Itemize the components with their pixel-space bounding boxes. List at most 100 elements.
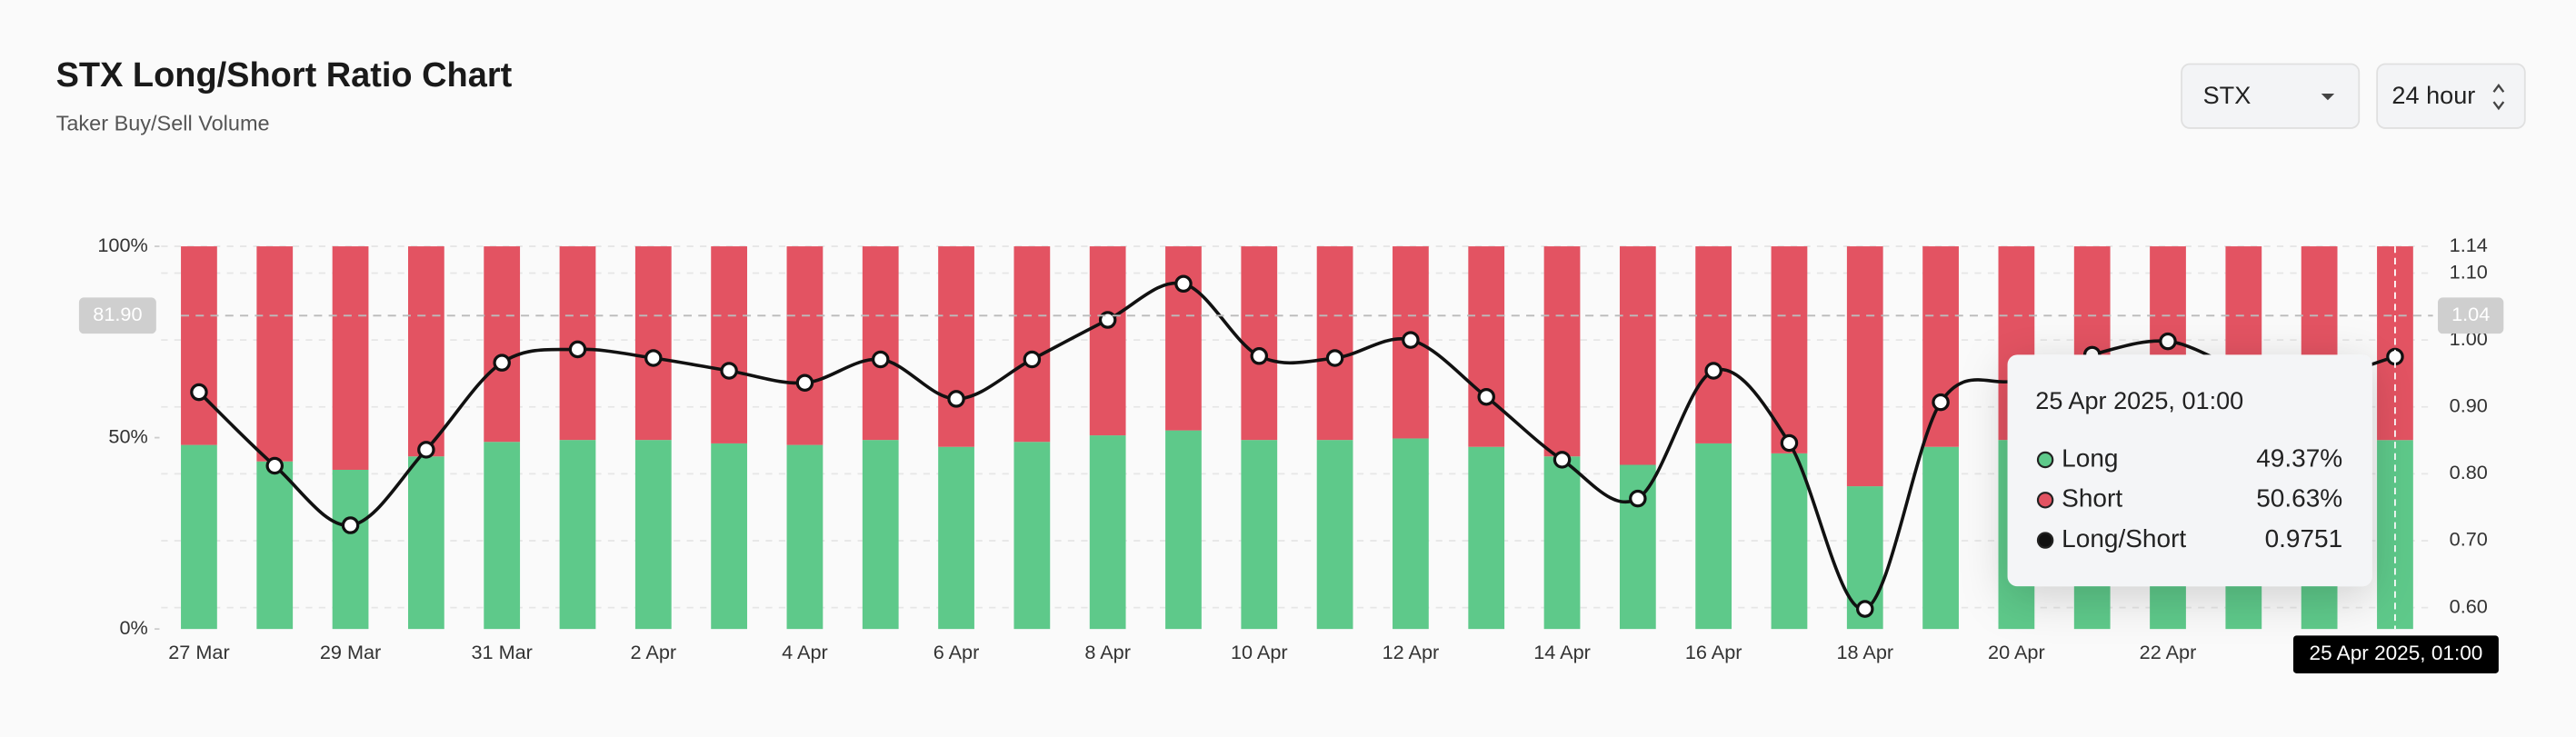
ratio-point — [795, 373, 814, 393]
x-tick-label: 27 Mar — [168, 641, 229, 663]
tooltip-swatch — [2036, 532, 2054, 549]
bar-segment — [484, 246, 521, 443]
ratio-point — [1402, 331, 1420, 349]
ratio-point — [1023, 350, 1042, 369]
ratio-point — [417, 441, 435, 459]
bar-segment — [332, 246, 369, 470]
bar-segment — [256, 461, 294, 630]
bar-segment — [1543, 456, 1581, 630]
bar-segment — [1165, 246, 1202, 431]
stepper-arrows — [2492, 84, 2505, 111]
select-box[interactable] — [2376, 63, 2526, 129]
ratio-point — [341, 516, 360, 534]
select-value[interactable]: STX — [2203, 81, 2252, 109]
x-tick-label: 16 Apr — [1685, 641, 1742, 663]
tooltip-swatch — [2036, 492, 2054, 509]
bar-segment — [1468, 246, 1505, 447]
ratio-point — [2159, 332, 2177, 351]
x-tick-label: 29 Mar — [320, 641, 381, 663]
bar-segment — [1922, 446, 1959, 630]
ratio-point — [1098, 311, 1117, 329]
y2-tick-label: 0.90 — [2450, 393, 2488, 416]
bar-segment — [938, 446, 974, 630]
bar-segment — [1771, 453, 1808, 630]
bar-segment — [862, 440, 899, 630]
select-box[interactable] — [2181, 63, 2361, 129]
tooltip-value: 49.37% — [2256, 443, 2342, 472]
ratio-point — [1553, 451, 1572, 469]
x-tick-label: 6 Apr — [934, 641, 980, 663]
bar-segment — [1695, 246, 1732, 443]
chart-subtitle: Taker Buy/Sell Volume — [56, 112, 270, 135]
x-tick-label: 14 Apr — [1533, 641, 1591, 663]
symbol-select[interactable]: STX — [2181, 63, 2361, 129]
bar-segment — [786, 246, 824, 445]
tooltip-box — [2007, 354, 2372, 587]
x-tick-label: 31 Mar — [471, 641, 532, 663]
bar-segment — [1543, 246, 1581, 457]
ratio-point — [720, 362, 738, 380]
bar-segment — [1619, 464, 1656, 630]
tooltip-name: Long — [2062, 443, 2118, 472]
crosshair-y-badge — [78, 297, 156, 334]
bar-segment — [1165, 430, 1202, 630]
tooltip-value: 0.9751 — [2265, 524, 2343, 553]
dropdown-arrow — [2321, 94, 2335, 101]
ratio-point — [493, 354, 511, 372]
period-select[interactable]: 24 hour — [2376, 63, 2526, 129]
bar-segment — [1922, 246, 1959, 447]
ratio-point — [1477, 387, 1495, 406]
chart-title: STX Long/Short Ratio Chart — [56, 56, 513, 95]
tooltip-title: 25 Apr 2025, 01:00 — [2035, 386, 2243, 414]
ratio-point — [1780, 433, 1799, 453]
bar-segment — [1393, 438, 1429, 630]
bar-segment — [1241, 440, 1278, 630]
bar-segment — [1619, 246, 1656, 465]
crosshair-x-badge — [2292, 635, 2499, 673]
ratio-point — [644, 349, 663, 367]
bar-segment — [181, 246, 217, 445]
bar-segment — [1089, 246, 1126, 436]
x-tick-label: 20 Apr — [1988, 641, 2045, 663]
ratio-point — [871, 350, 890, 369]
bar-segment — [786, 444, 824, 630]
bar-segment — [1468, 446, 1505, 630]
bar-segment — [634, 440, 672, 630]
bar-segment — [1771, 246, 1808, 453]
ratio-point — [1704, 362, 1722, 380]
bar-segment — [407, 246, 444, 457]
ratio-point — [265, 456, 285, 475]
ratio-point — [1174, 274, 1193, 294]
bar-segment — [559, 440, 596, 630]
y2-tick-label: 0.80 — [2450, 461, 2488, 483]
bar-segment — [711, 443, 747, 630]
bar-segment — [332, 469, 369, 630]
bar-segment — [1695, 443, 1732, 630]
bar-segment — [1013, 442, 1051, 630]
bar-segment — [484, 442, 521, 630]
ratio-point — [1250, 347, 1269, 365]
ratio-point — [568, 340, 587, 359]
plot: 0.600.700.800.901.001.101.140%50%100%27 … — [78, 234, 2504, 673]
y-tick-label: 0% — [119, 616, 147, 639]
x-tick-label: 12 Apr — [1383, 641, 1440, 663]
y-tick-label: 100% — [97, 234, 147, 256]
tooltip-name: Long/Short — [2062, 524, 2186, 553]
bar-segment — [256, 246, 294, 462]
bar-segment — [711, 246, 747, 443]
bar-segment — [634, 246, 672, 441]
tooltip-name: Short — [2062, 484, 2122, 513]
ratio-point — [1325, 349, 1344, 367]
bar-segment — [1089, 435, 1126, 630]
tooltip: 25 Apr 2025, 01:00 Long 49.37% Short 50.63% L… — [2007, 354, 2372, 587]
bar-segment — [1316, 246, 1353, 441]
ratio-point — [1629, 489, 1647, 508]
x-tick-label: 22 Apr — [2140, 641, 2197, 663]
crosshair-y2-badge — [2438, 297, 2504, 334]
bar-segment — [938, 246, 974, 447]
y2-tick-label: 0.60 — [2450, 594, 2488, 617]
tooltip-swatch — [2036, 451, 2054, 469]
bar-segment — [1316, 440, 1353, 630]
select-value[interactable]: 24 hour — [2391, 81, 2475, 109]
